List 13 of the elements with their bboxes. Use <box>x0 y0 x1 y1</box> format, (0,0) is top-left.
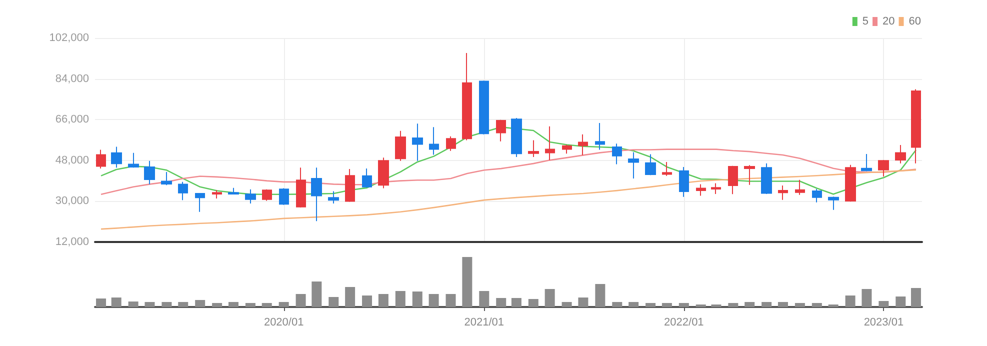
x-tick-label: 2022/01 <box>664 316 704 328</box>
x-tick-label: 2020/01 <box>264 316 304 328</box>
y-tick-label: 102,000 <box>49 32 89 44</box>
legend-label: 60 <box>908 16 922 28</box>
legend-label: 5 <box>862 16 869 28</box>
y-tick-label: 66,000 <box>55 114 89 126</box>
y-tick-label: 84,000 <box>55 72 89 85</box>
legend-label: 20 <box>882 16 895 28</box>
y-tick-label: 48,000 <box>55 154 89 166</box>
x-tick-label: 2023/01 <box>864 316 904 328</box>
y-tick-label: 30,000 <box>55 195 89 208</box>
y-tick-label: 12,000 <box>55 236 89 248</box>
x-tick-label: 2021/01 <box>464 316 504 328</box>
